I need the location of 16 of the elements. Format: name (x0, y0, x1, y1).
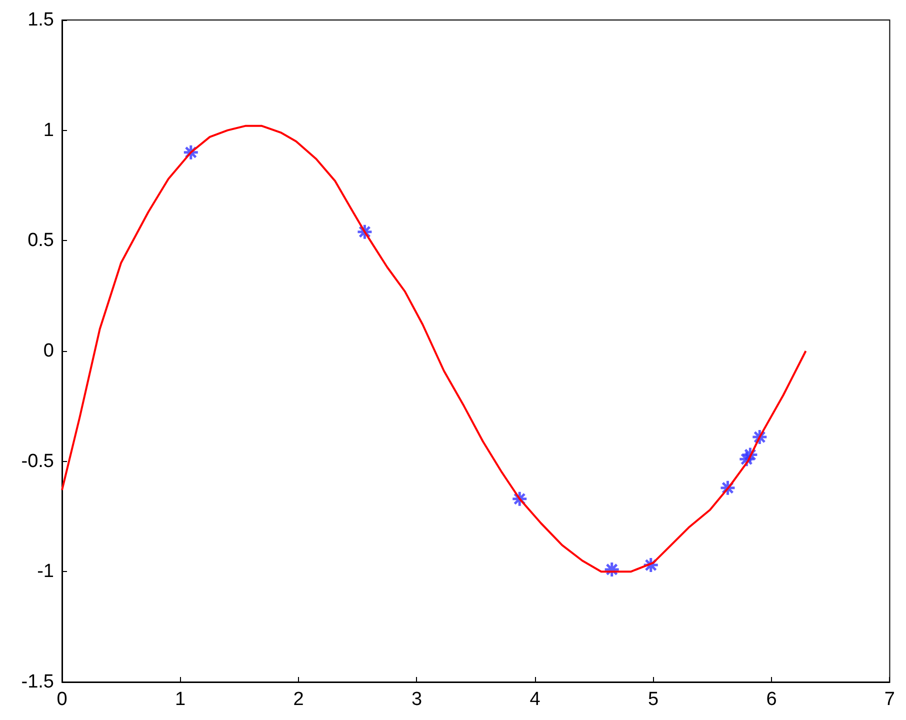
x-tick-label: 0 (56, 689, 68, 710)
x-tick-label: 5 (648, 689, 659, 710)
y-tick-label: 0.5 (28, 230, 54, 252)
y-tick-label: 0 (43, 340, 54, 362)
y-tick-label: -0.5 (21, 450, 54, 472)
y-tick-label: 1 (43, 120, 54, 141)
line-series (61, 124, 807, 573)
x-tick-label: 3 (411, 689, 422, 710)
x-tick-label: 4 (530, 689, 541, 710)
x-tick-label: 2 (293, 689, 304, 710)
y-tick-label: -1.5 (21, 672, 54, 692)
x-tick-label: 1 (174, 689, 186, 710)
x-tick-label: 7 (884, 689, 896, 710)
y-tick-label: -1 (37, 561, 54, 582)
x-tick-label: 6 (766, 689, 777, 710)
y-tick-label: 1.5 (28, 10, 54, 30)
